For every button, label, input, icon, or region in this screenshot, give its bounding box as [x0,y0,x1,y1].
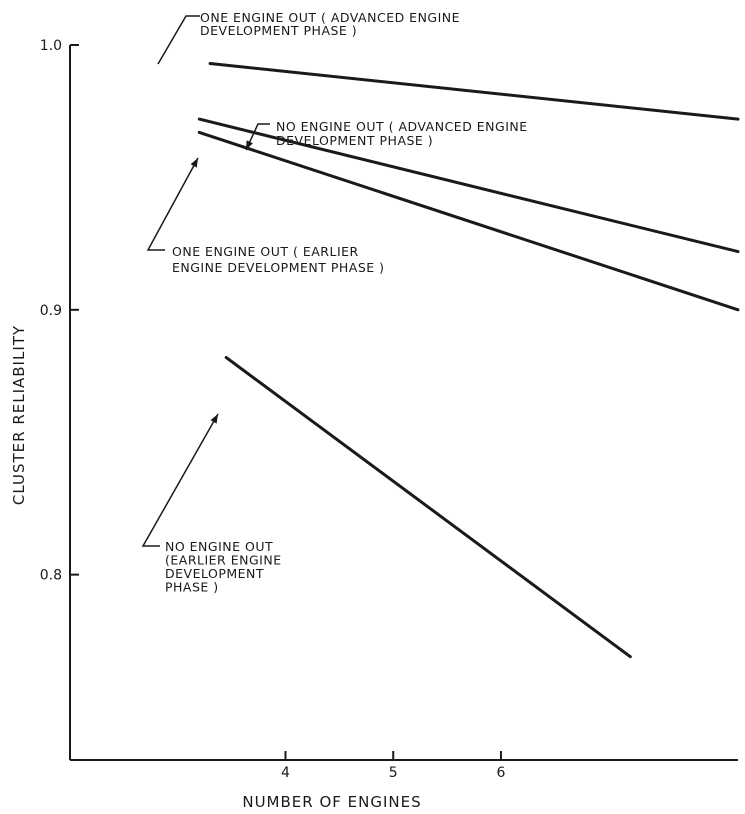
series-annotations: ONE ENGINE OUT ( ADVANCED ENGINEDEVELOPM… [141,10,528,595]
annotation-1: ONE ENGINE OUT ( ADVANCED ENGINEDEVELOPM… [157,10,460,65]
x-tick-label: 5 [389,765,398,781]
annotation-4-line-2: (EARLIER ENGINE [165,553,282,568]
arrowhead-3 [190,158,198,168]
series-line-3 [197,130,740,312]
annotation-4-line-1: NO ENGINE OUT [165,539,273,554]
arrowhead-4 [210,414,218,424]
annotation-4-line-3: DEVELOPMENT [165,566,264,581]
y-tick-label: 0.9 [40,303,62,319]
annotation-2-line-2: DEVELOPMENT PHASE ) [276,133,433,148]
leader-line-4 [141,413,219,547]
y-tick-label: 1.0 [40,38,62,54]
annotation-2-line-1: NO ENGINE OUT ( ADVANCED ENGINE [276,119,528,134]
series-lines [197,62,740,659]
series-line-2 [197,117,740,254]
annotation-1-line-2: DEVELOPMENT PHASE ) [200,23,357,38]
series-line-1 [208,62,740,121]
annotation-1-line-1: ONE ENGINE OUT ( ADVANCED ENGINE [200,10,460,25]
annotation-4-line-4: PHASE ) [165,580,219,595]
leader-line-1 [157,15,200,65]
leader-line-2 [245,123,270,151]
axis-ticks: 0.8 0.9 1.0 4 5 6 [40,38,506,781]
leader-line-3 [146,157,199,251]
arrowhead-2 [246,140,253,150]
annotation-3-line-2: ENGINE DEVELOPMENT PHASE ) [172,260,385,275]
axes [69,45,738,761]
annotation-3-line-1: ONE ENGINE OUT ( EARLIER [172,244,359,259]
x-tick-label: 6 [497,765,506,781]
y-axis-title: CLUSTER RELIABILITY [10,325,28,505]
annotation-2: NO ENGINE OUT ( ADVANCED ENGINEDEVELOPME… [245,119,528,151]
x-tick-label: 4 [281,765,290,781]
y-tick-label: 0.8 [40,568,62,584]
x-axis-title: NUMBER OF ENGINES [242,793,421,811]
series-line-4 [224,356,632,659]
annotation-4: NO ENGINE OUT(EARLIER ENGINEDEVELOPMENTP… [141,413,282,595]
